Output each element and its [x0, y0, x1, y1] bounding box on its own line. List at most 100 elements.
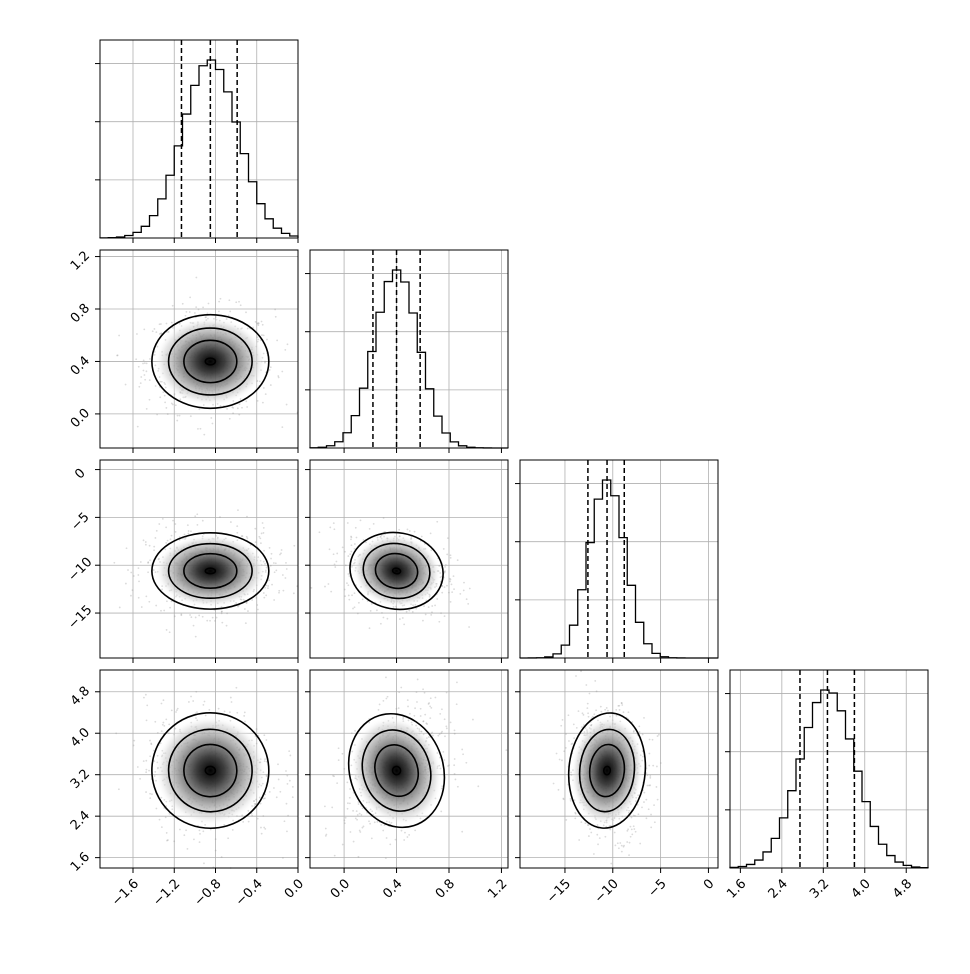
scatter-point	[174, 404, 177, 407]
scatter-point	[187, 701, 190, 703]
scatter-point	[137, 567, 140, 570]
scatter-point	[354, 817, 357, 820]
scatter-point	[358, 829, 361, 832]
scatter-point	[256, 322, 259, 325]
scatter-point	[160, 332, 163, 335]
scatter-point	[150, 743, 153, 746]
scatter-point	[441, 585, 444, 587]
scatter-point	[214, 619, 216, 622]
scatter-point	[142, 359, 145, 362]
scatter-point	[273, 599, 276, 601]
scatter-point	[401, 617, 404, 619]
scatter-point	[265, 594, 268, 597]
scatter-point	[246, 537, 249, 540]
scatter-point	[259, 339, 262, 342]
scatter-point	[176, 707, 179, 710]
scatter-point	[145, 595, 148, 598]
scatter-point	[271, 583, 273, 586]
scatter-point	[587, 835, 590, 837]
scatter-point	[656, 798, 659, 801]
scatter-point	[257, 324, 260, 327]
scatter-point	[166, 600, 168, 603]
scatter-point	[389, 843, 392, 846]
scatter-point	[575, 675, 577, 677]
scatter-point	[429, 717, 432, 720]
scatter-point	[419, 707, 422, 710]
scatter-point	[628, 841, 631, 844]
scatter-point	[398, 618, 401, 620]
scatter-point	[279, 553, 281, 556]
scatter-point	[641, 733, 644, 736]
scatter-point	[165, 832, 168, 834]
x-tick-label: 0	[701, 876, 717, 892]
scatter-point	[443, 759, 446, 761]
scatter-point	[268, 369, 271, 371]
scatter-point	[453, 764, 456, 767]
scatter-point	[116, 354, 118, 357]
scatter-point	[175, 711, 177, 713]
scatter-point	[443, 718, 446, 721]
scatter-point	[166, 413, 169, 415]
scatter-point	[386, 617, 389, 620]
scatter-point	[422, 619, 424, 622]
scatter-point	[257, 322, 260, 325]
scatter-point	[154, 385, 157, 387]
scatter-point	[459, 592, 462, 595]
scatter-point	[251, 599, 254, 601]
scatter-point	[356, 813, 359, 816]
x-tick-label: −1.6	[109, 876, 142, 909]
scatter-point	[343, 822, 346, 825]
scatter-point	[118, 334, 121, 337]
scatter-point	[592, 853, 595, 855]
scatter-point	[285, 568, 288, 570]
x-tick-label: −1.2	[150, 876, 183, 909]
scatter-point	[263, 596, 266, 599]
scatter-point	[239, 304, 242, 307]
scatter-point	[127, 569, 129, 571]
scatter-point	[333, 775, 335, 778]
scatter-point	[149, 559, 152, 562]
x-tick-label: 0.0	[328, 876, 353, 901]
scatter-point	[348, 598, 351, 601]
scatter-point	[361, 598, 364, 601]
scatter-point	[594, 680, 597, 682]
scatter-point	[359, 519, 362, 522]
scatter-point	[607, 709, 609, 712]
scatter-point	[653, 804, 655, 807]
scatter-point	[626, 841, 629, 843]
scatter-point	[155, 604, 158, 607]
scatter-point	[272, 562, 275, 564]
scatter-point	[344, 816, 347, 819]
scatter-point	[414, 829, 417, 832]
scatter-point	[207, 302, 210, 305]
scatter-point	[161, 517, 164, 520]
scatter-point	[438, 733, 441, 736]
scatter-point	[150, 742, 153, 745]
scatter-point	[274, 562, 277, 565]
scatter-point	[283, 820, 286, 823]
scatter-point	[618, 708, 621, 711]
scatter-point	[115, 732, 118, 735]
scatter-point	[380, 824, 383, 826]
scatter-point	[264, 586, 267, 589]
scatter-point	[244, 720, 246, 723]
scatter-point	[347, 584, 350, 587]
scatter-point	[629, 835, 632, 838]
scatter-point	[341, 752, 344, 755]
y-tick-label: 1.6	[68, 850, 93, 875]
scatter-point	[565, 819, 568, 821]
scatter-point	[505, 749, 508, 752]
scatter-point	[350, 538, 352, 541]
scatter-point	[333, 528, 336, 531]
scatter-point	[595, 690, 598, 693]
scatter-point	[196, 711, 198, 714]
scatter-point	[247, 610, 249, 612]
scatter-point	[593, 713, 596, 716]
scatter-point	[165, 629, 168, 631]
scatter-point	[163, 724, 166, 727]
scatter-point	[198, 614, 201, 617]
scatter-point	[349, 553, 352, 556]
scatter-point	[627, 828, 629, 831]
scatter-point	[368, 627, 371, 630]
scatter-point	[265, 775, 268, 778]
